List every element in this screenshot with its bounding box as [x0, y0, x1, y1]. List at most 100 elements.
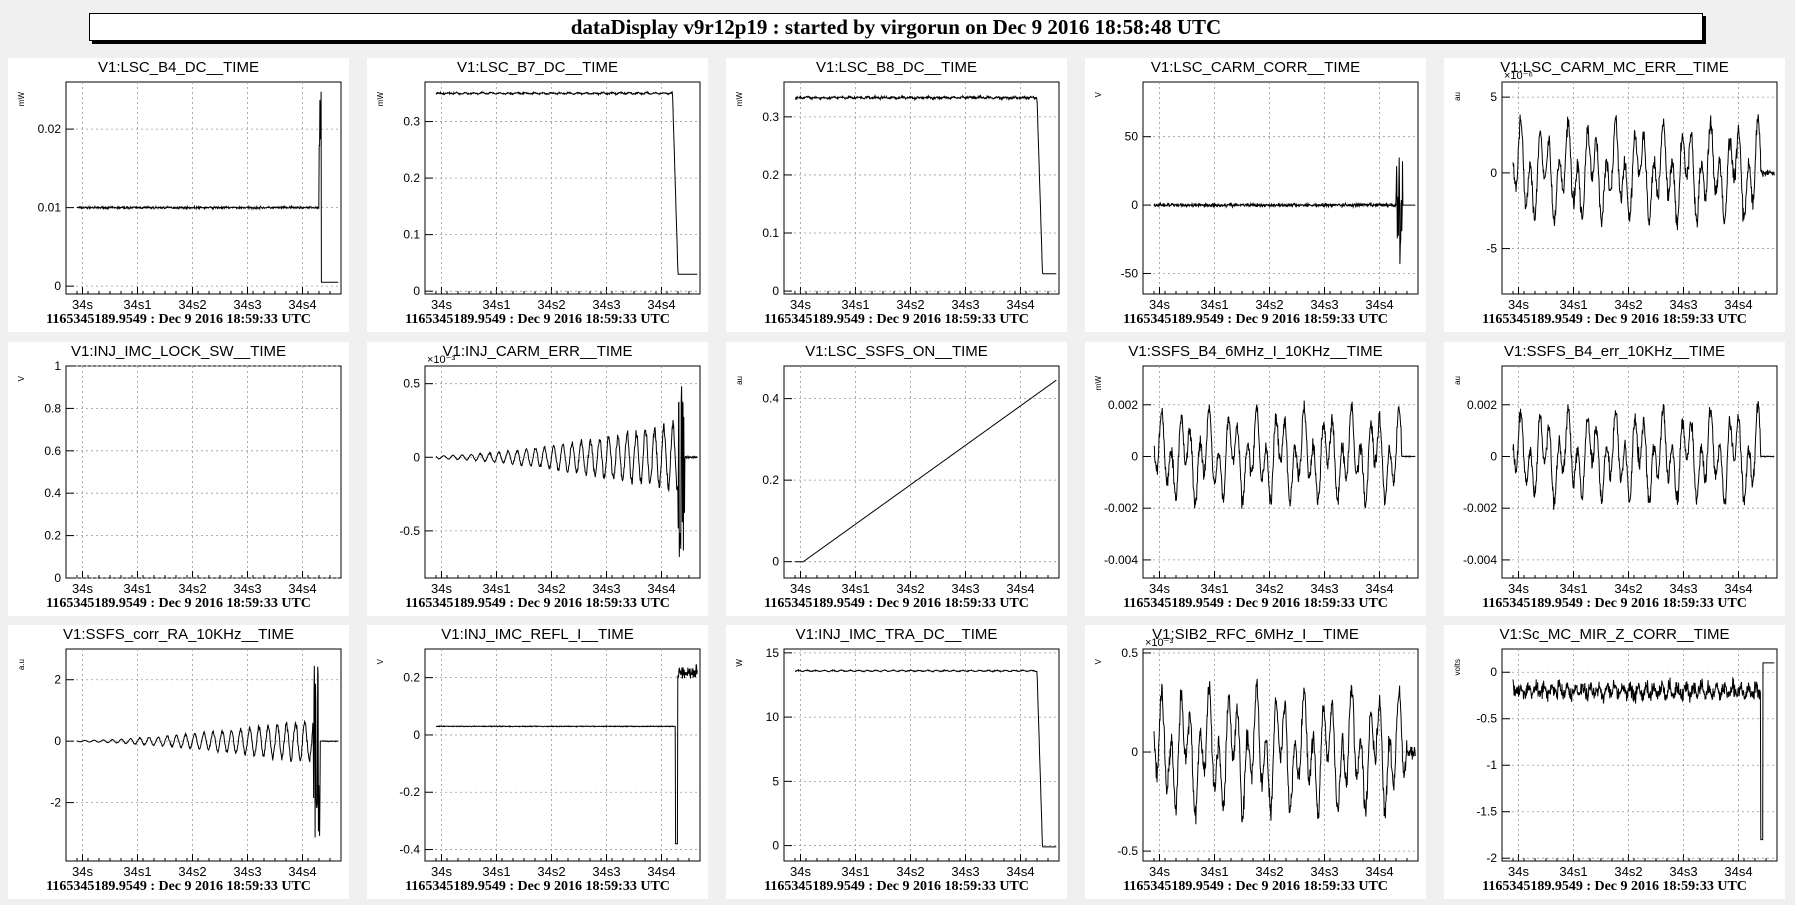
y-tick-label: -0.5 [1117, 844, 1138, 858]
plot-title: V1:LSC_SSFS_ON__TIME [805, 343, 988, 360]
x-tick-label: 34s2 [537, 297, 565, 312]
plot-canvas: 34s 34s1 34s2 34s3 34s4 -5 0 5 au ×10⁻⁶ [1453, 70, 1778, 312]
plot-panel: V1:Sc_MC_MIR_Z_CORR__TIME 1165345189.9549… [1444, 625, 1785, 899]
y-tick-label: 0 [1131, 745, 1138, 759]
y-tick-label: 0.01 [38, 201, 62, 215]
y-tick-label: -0.002 [1104, 501, 1138, 515]
x-tick-label: 34s [72, 297, 93, 312]
window-title: dataDisplay v9r12p19 : started by virgor… [570, 14, 1222, 39]
plot-canvas: 34s 34s1 34s2 34s3 34s4 -0.4 -0.2 0 0.2 V [376, 648, 701, 879]
x-tick-label: 34s3 [951, 297, 979, 312]
plot-panel: V1:LSC_B4_DC__TIME 1165345189.9549 : Dec … [8, 58, 349, 332]
plot-frame [1142, 365, 1419, 579]
y-tick-label: 0 [413, 450, 420, 464]
y-tick-label: -2 [1486, 851, 1497, 865]
x-tick-label: 34s1 [1200, 581, 1228, 596]
x-tick-label: 34s2 [1614, 297, 1642, 312]
x-tick-label: 34s2 [1255, 581, 1283, 596]
x-tick-label: 34s1 [482, 581, 510, 596]
series-line [1153, 157, 1416, 265]
x-tick-label: 34s4 [647, 297, 675, 312]
plot-panel: V1:LSC_B7_DC__TIME 1165345189.9549 : Dec … [367, 58, 708, 332]
y-axis-label: W [735, 659, 744, 667]
x-tick-label: 34s3 [1310, 864, 1338, 879]
plot-frame [1501, 365, 1778, 579]
y-tick-label: 2 [54, 673, 61, 687]
y-tick-label: 0.002 [1467, 398, 1497, 412]
y-tick-label: -50 [1121, 266, 1139, 280]
series-line [1153, 400, 1416, 509]
y-axis-label: volts [1453, 659, 1462, 675]
x-tick-label: 34s4 [1724, 297, 1752, 312]
x-tick-label: 34s3 [233, 297, 261, 312]
x-tick-label: 34s2 [1255, 864, 1283, 879]
plot-canvas: 34s 34s1 34s2 34s3 34s4 0 0.1 0.2 0.3 mW [376, 81, 701, 312]
x-tick-label: 34s3 [1310, 581, 1338, 596]
plot-canvas: 34s 34s1 34s2 34s3 34s4 0 0.01 0.02 mW [17, 81, 342, 312]
series-line [795, 379, 1057, 563]
plot-frame [783, 365, 1060, 579]
x-tick-label: 34s1 [841, 581, 869, 596]
plot-timestamp: 1165345189.9549 : Dec 9 2016 18:59:33 UT… [1123, 596, 1388, 611]
plot-canvas: 34s 34s1 34s2 34s3 34s4 0 0.2 0.4 0.6 0.8 1 V [17, 359, 342, 596]
plot-timestamp: 1165345189.9549 : Dec 9 2016 18:59:33 UT… [405, 879, 670, 894]
x-tick-label: 34s2 [537, 581, 565, 596]
x-tick-label: 34s1 [482, 864, 510, 879]
y-axis-label: au [735, 376, 744, 385]
x-tick-label: 34s4 [288, 864, 316, 879]
series-line [76, 91, 339, 283]
plot-panel: V1:LSC_SSFS_ON__TIME 1165345189.9549 : De… [726, 342, 1067, 616]
plot-title: V1:SSFS_B4_6MHz_I_10KHz__TIME [1128, 343, 1383, 360]
plot-canvas: 34s 34s1 34s2 34s3 34s4 -50 0 50 V [1094, 81, 1419, 312]
x-tick-label: 34s [1149, 297, 1170, 312]
plot-title: V1:LSC_CARM_MC_ERR__TIME [1500, 59, 1729, 76]
plot-canvas: 34s 34s1 34s2 34s3 34s4 0 5 10 15 W [735, 646, 1060, 879]
plot-title: V1:LSC_B8_DC__TIME [816, 59, 977, 76]
y-tick-label: 0 [54, 279, 61, 293]
x-tick-label: 34s [72, 864, 93, 879]
x-tick-label: 34s2 [896, 864, 924, 879]
series-line [1153, 678, 1416, 825]
x-tick-label: 34s4 [1006, 864, 1034, 879]
x-tick-label: 34s3 [951, 581, 979, 596]
y-axis-exponent: ×10⁻³ [427, 354, 455, 366]
series-line [794, 93, 1057, 275]
x-tick-label: 34s4 [1365, 864, 1393, 879]
y-tick-label: 0.3 [762, 110, 779, 124]
x-tick-label: 34s1 [841, 297, 869, 312]
window-title-banner: dataDisplay v9r12p19 : started by virgor… [89, 13, 1703, 41]
plot-timestamp: 1165345189.9549 : Dec 9 2016 18:59:33 UT… [405, 312, 670, 327]
y-tick-label: 0.4 [44, 486, 61, 500]
plot-panel: V1:LSC_CARM_MC_ERR__TIME 1165345189.9549 … [1444, 58, 1785, 332]
x-tick-label: 34s4 [288, 297, 316, 312]
plot-panel: V1:INJ_IMC_TRA_DC__TIME 1165345189.9549 :… [726, 625, 1067, 899]
plot-frame [783, 648, 1060, 862]
y-axis-exponent: ×10⁻⁶ [1504, 70, 1533, 82]
series-line [435, 90, 698, 275]
y-tick-label: 0 [1490, 449, 1497, 463]
plot-frame [1501, 648, 1778, 862]
plot-title: V1:SSFS_corr_RA_10KHz__TIME [63, 626, 294, 643]
plot-panel: V1:INJ_CARM_ERR__TIME 1165345189.9549 : D… [367, 342, 708, 616]
x-tick-label: 34s [431, 581, 452, 596]
y-tick-label: 0.2 [44, 529, 61, 543]
plot-timestamp: 1165345189.9549 : Dec 9 2016 18:59:33 UT… [764, 596, 1029, 611]
x-tick-label: 34s4 [647, 864, 675, 879]
y-tick-label: 0.02 [38, 122, 62, 136]
y-tick-label: 0.4 [762, 392, 779, 406]
y-tick-label: -1 [1486, 758, 1497, 772]
y-axis-label: V [1094, 91, 1103, 97]
plot-canvas: 34s 34s1 34s2 34s3 34s4 -2 -1.5 -1 -0.5 0 volts [1453, 648, 1778, 879]
plot-title: V1:INJ_IMC_REFL_I__TIME [441, 626, 634, 643]
y-tick-label: 50 [1125, 130, 1139, 144]
x-tick-label: 34s3 [233, 581, 261, 596]
plot-panel: V1:INJ_IMC_REFL_I__TIME 1165345189.9549 :… [367, 625, 708, 899]
plot-title: V1:INJ_CARM_ERR__TIME [442, 343, 633, 360]
y-tick-label: 0 [1131, 198, 1138, 212]
x-tick-label: 34s1 [841, 864, 869, 879]
plot-frame [65, 365, 342, 579]
y-axis-label: V [376, 658, 385, 664]
x-tick-label: 34s2 [178, 581, 206, 596]
series-line [435, 664, 698, 845]
x-tick-label: 34s1 [1559, 864, 1587, 879]
